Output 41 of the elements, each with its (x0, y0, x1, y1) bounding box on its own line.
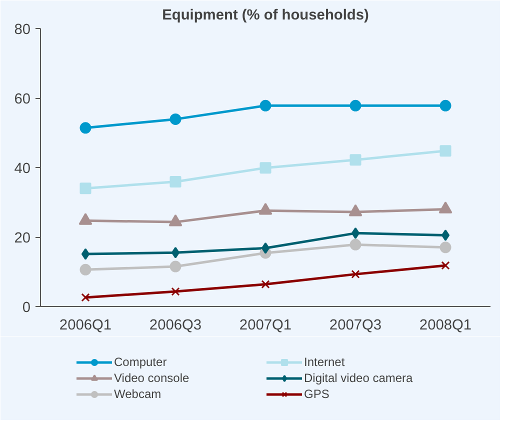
legend-label: Digital video camera (304, 371, 414, 385)
legend-label: Internet (304, 355, 346, 369)
point (351, 270, 360, 278)
point (81, 248, 90, 260)
point (170, 260, 182, 272)
legend-label: Computer (114, 355, 168, 369)
y-tick-label: 80 (14, 22, 31, 38)
point (350, 100, 362, 112)
x-tick-label: 2008Q1 (419, 318, 472, 334)
point (350, 154, 362, 166)
point (171, 246, 180, 258)
y-tick-label: 0 (22, 300, 31, 316)
point (350, 238, 362, 250)
legend-label: Video console (114, 371, 190, 385)
point (170, 176, 182, 188)
y-tick-label: 40 (14, 161, 31, 177)
x-tick-label: 2007Q1 (239, 318, 292, 334)
y-tick-label: 20 (14, 230, 31, 246)
point (260, 162, 272, 174)
x-tick-label: 2006Q3 (149, 318, 202, 334)
point (440, 242, 452, 254)
point (171, 287, 180, 296)
point (261, 280, 270, 289)
point (260, 100, 272, 112)
point (351, 227, 360, 239)
point (81, 293, 90, 302)
point (80, 122, 92, 134)
x-tick-label: 2006Q1 (59, 318, 112, 334)
point (261, 242, 270, 254)
point (80, 182, 92, 194)
x-tick-label: 2007Q3 (329, 318, 382, 334)
point (80, 264, 92, 276)
point (441, 230, 450, 242)
point (440, 100, 452, 112)
legend-label: GPS (304, 387, 330, 401)
y-tick-label: 60 (14, 92, 31, 108)
point (170, 113, 182, 125)
point (440, 145, 452, 157)
legend-label: Webcam (114, 387, 162, 401)
chart-title: Equipment (% of households) (162, 8, 370, 24)
point (441, 261, 450, 270)
